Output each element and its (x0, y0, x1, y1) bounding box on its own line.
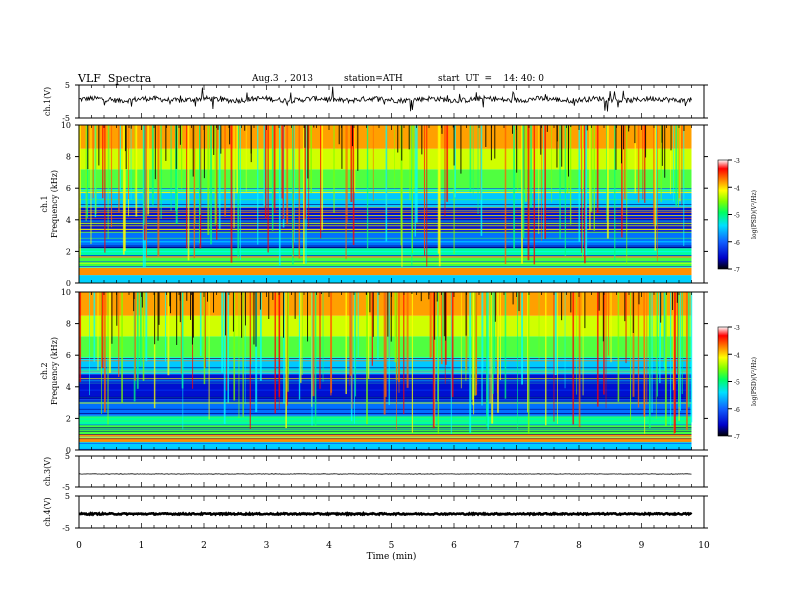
y-tick-label: 2 (66, 247, 71, 256)
y-tick-label: 4 (66, 216, 71, 225)
y-tick-label: 0 (66, 279, 71, 288)
waveform-trace (78, 473, 692, 475)
y-tick-label: -5 (62, 114, 70, 123)
colorbar-label: log(PSD)(V²/Hz) (751, 190, 758, 239)
channel-axis-label: ch.3(V) (43, 457, 52, 486)
y-tick-label: 2 (66, 414, 71, 423)
waveform-trace (79, 86, 692, 112)
waveform-trace (78, 511, 693, 517)
colorbar-label: log(PSD)(V²/Hz) (751, 357, 758, 406)
colorbar (717, 326, 729, 437)
channel-axis-label: ch.4(V) (43, 497, 52, 526)
colorbar-tick-label: -5 (734, 380, 740, 387)
colorbar-tick-label: -4 (734, 352, 740, 359)
colorbar-tick-label: -7 (734, 434, 740, 441)
y-tick-label: 5 (65, 492, 70, 501)
ch3-waveform-panel (75, 455, 708, 488)
figure-title: VLF Spectra (78, 72, 152, 85)
x-tick-label: 8 (576, 541, 582, 551)
x-tick-label: 7 (514, 541, 520, 551)
y-tick-label: -5 (62, 483, 70, 492)
x-tick-label: 0 (76, 541, 82, 551)
colorbar-tick-label: -7 (734, 267, 740, 274)
colorbar-tick-label: -6 (734, 240, 740, 247)
x-tick-label: 6 (451, 541, 457, 551)
colorbar-tick-label: -3 (734, 325, 740, 332)
y-tick-label: -5 (62, 524, 70, 533)
y-tick-label: 4 (66, 383, 71, 392)
y-tick-label: 6 (66, 184, 71, 193)
spectrogram-band (79, 267, 692, 276)
spectrogram-band (79, 257, 692, 268)
waveform-frame (78, 84, 705, 119)
colorbar-tick-label: -3 (734, 158, 740, 165)
spectrogram-band (79, 442, 692, 450)
y-tick-label: 0 (66, 446, 71, 455)
date-label: Aug.3 , 2013 (252, 74, 313, 84)
y-tick-label: 10 (61, 288, 71, 297)
x-tick-label: 2 (201, 541, 207, 551)
colorbar-tick-label: -4 (734, 185, 740, 192)
ch2-spectrogram-panel (75, 291, 732, 451)
y-tick-label: 6 (66, 351, 71, 360)
y-tick-label: 8 (66, 320, 71, 329)
start-time-label: start UT = 14: 40: 0 (438, 74, 544, 84)
colorbar (717, 159, 729, 270)
station-label: station=ATH (344, 74, 403, 84)
frequency-axis-label: Frequency (kHz) (50, 170, 59, 238)
x-axis-label: Time (min) (367, 551, 417, 562)
x-tick-label: 1 (139, 541, 145, 551)
x-tick-label: 10 (698, 541, 710, 551)
channel-label: ch.1 (40, 195, 49, 212)
y-tick-label: 5 (65, 452, 70, 461)
spectrogram-band (79, 415, 692, 425)
x-tick-label: 5 (389, 541, 395, 551)
x-tick-label: 3 (264, 541, 270, 551)
channel-label: ch.2 (40, 362, 49, 379)
spectrogram-band (79, 248, 692, 258)
y-tick-label: 5 (65, 81, 70, 90)
ch1-waveform-panel (75, 84, 708, 119)
frequency-axis-label: Frequency (kHz) (50, 337, 59, 405)
x-tick-label: 4 (326, 541, 332, 551)
ch1-spectrogram-panel (75, 124, 732, 284)
colorbar-tick-label: -6 (734, 407, 740, 414)
x-tick-label: 9 (639, 541, 645, 551)
colorbar-tick-label: -5 (734, 213, 740, 220)
channel-axis-label: ch.1(V) (43, 87, 52, 116)
ch4-waveform-panel (75, 495, 708, 529)
y-tick-label: 10 (61, 121, 71, 130)
y-tick-label: 8 (66, 153, 71, 162)
spectrogram-band (79, 275, 692, 283)
